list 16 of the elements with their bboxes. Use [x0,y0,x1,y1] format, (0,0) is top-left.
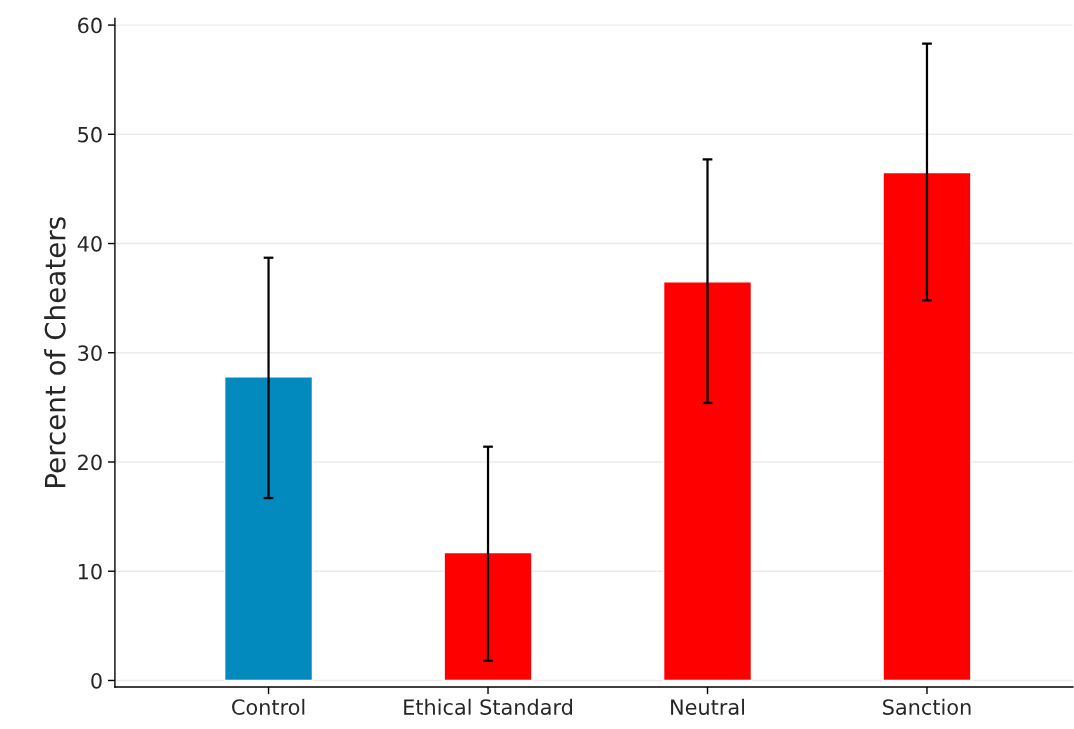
y-axis-title: Percent of Cheaters [44,217,66,487]
y-tick-label: 20 [78,454,102,471]
y-tick-label: 50 [78,126,102,143]
bar [662,281,753,682]
x-tick-label: Neutral [671,698,744,715]
bar [882,171,972,682]
x-tick-label: Sanction [883,698,971,715]
y-tick-label: 10 [78,563,102,580]
y-tick-label: 30 [78,345,102,361]
y-tick-label: 60 [78,17,102,34]
bar [443,551,533,682]
x-tick-label: Ethical Standard [404,698,572,715]
x-tick-label: Control [232,698,305,715]
y-tick-label: 0 [91,672,102,689]
bar [223,376,314,682]
y-tick-label: 40 [77,235,102,252]
